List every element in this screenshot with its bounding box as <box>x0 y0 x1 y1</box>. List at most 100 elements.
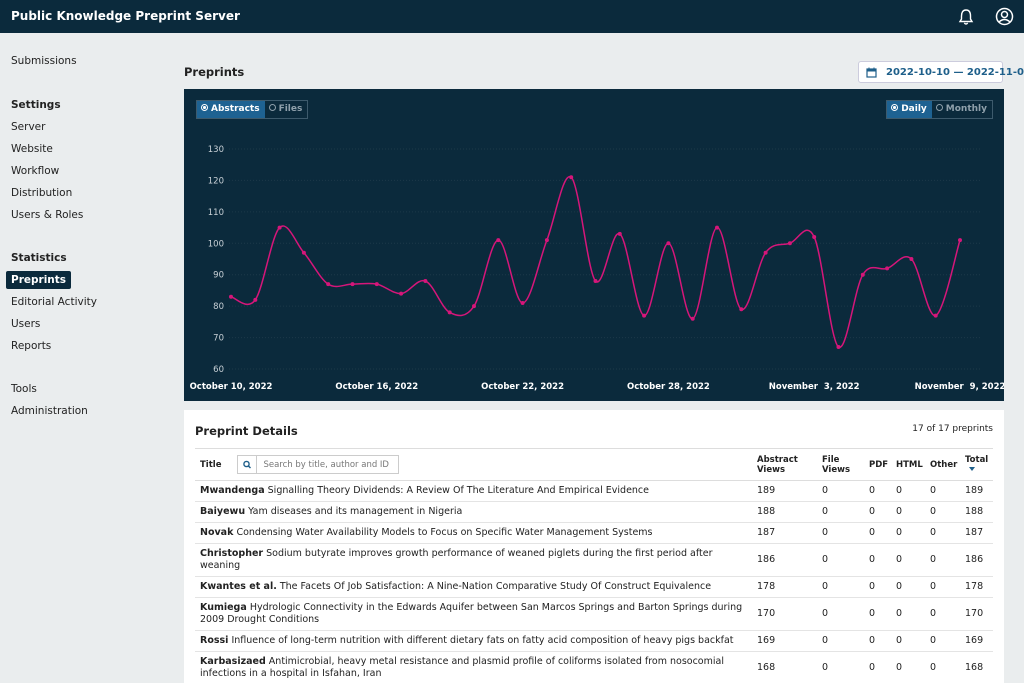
point <box>472 304 476 309</box>
count-cell: 0 <box>817 522 864 544</box>
table-row[interactable]: Mwandenga Signalling Theory Dividends: A… <box>195 480 993 502</box>
table-row[interactable]: Baiyewu Yam diseases and its management … <box>195 501 993 523</box>
details-panel: Preprint Details 17 of 17 preprints Titl… <box>184 410 1004 683</box>
nav-link[interactable]: Administration <box>11 405 88 417</box>
nav-link[interactable]: Users & Roles <box>11 209 84 221</box>
point <box>860 272 865 277</box>
search-icon <box>238 456 258 473</box>
count-cell: 188 <box>752 501 817 523</box>
preprint-title[interactable]: The Facets Of Job Satisfaction: A Nine-N… <box>279 581 712 592</box>
search-box[interactable]: Search by title, author and ID <box>237 455 400 474</box>
table-row[interactable]: Rossi Influence of long-term nutrition w… <box>195 630 993 652</box>
toggle-option[interactable]: Monthly <box>932 101 992 118</box>
nav-link[interactable]: Editorial Activity <box>11 296 97 308</box>
table-row[interactable]: Christopher Sodium butyrate improves gro… <box>195 543 993 577</box>
calendar-icon <box>866 67 877 78</box>
nav-link[interactable]: Users <box>11 318 41 330</box>
table-row[interactable]: Karbasizaed Antimicrobial, heavy metal r… <box>195 651 993 683</box>
point <box>666 241 671 246</box>
count-cell: 0 <box>925 576 960 598</box>
nav-heading: Statistics <box>11 252 67 264</box>
point <box>496 238 501 243</box>
count-cell: 189 <box>752 480 817 502</box>
notifications-icon[interactable] <box>957 8 975 26</box>
column-label: Other <box>930 459 958 470</box>
count-cell: 0 <box>925 651 960 683</box>
x-tick-label: October 16, 2022 <box>335 382 418 392</box>
preprint-title[interactable]: Condensing Water Availability Models to … <box>236 527 653 538</box>
page-title: Preprints <box>184 65 245 79</box>
nav-link[interactable]: Workflow <box>11 165 60 177</box>
preprint-title[interactable]: Hydrologic Connectivity in the Edwards A… <box>200 602 743 625</box>
preprint-title[interactable]: Yam diseases and its management in Niger… <box>248 506 463 517</box>
point <box>399 291 404 296</box>
count-cell: 0 <box>925 522 960 544</box>
nav-link[interactable]: Tools <box>11 383 37 395</box>
nav-link[interactable]: Submissions <box>11 55 77 67</box>
count-cell: 0 <box>817 597 864 631</box>
table-row[interactable]: Novak Condensing Water Availability Mode… <box>195 522 993 544</box>
count-cell: 0 <box>864 651 891 683</box>
title-cell: Kumiega Hydrologic Connectivity in the E… <box>195 597 752 631</box>
count-cell: 178 <box>752 576 817 598</box>
column-label: Total <box>965 455 988 475</box>
y-tick-label: 80 <box>213 302 224 312</box>
point <box>933 313 938 318</box>
y-tick-label: 130 <box>208 145 224 155</box>
toggle-option[interactable]: Daily <box>887 101 932 118</box>
point <box>374 282 379 287</box>
column-header: Abstract Views <box>752 448 817 481</box>
preprint-title[interactable]: Influence of long-term nutrition with di… <box>231 635 734 646</box>
count-cell: 186 <box>960 543 993 577</box>
title-cell: Novak Condensing Water Availability Mode… <box>195 522 752 544</box>
table-row[interactable]: Kwantes et al. The Facets Of Job Satisfa… <box>195 576 993 598</box>
point <box>958 238 962 243</box>
author: Karbasizaed <box>200 656 266 667</box>
nav-link[interactable]: Distribution <box>11 187 73 199</box>
nav-link[interactable]: Preprints <box>6 271 72 289</box>
count-cell: 0 <box>891 651 925 683</box>
y-tick-label: 90 <box>213 271 224 281</box>
preprint-title[interactable]: Antimicrobial, heavy metal resistance an… <box>200 656 724 679</box>
preprint-title[interactable]: Sodium butyrate improves growth performa… <box>200 548 713 571</box>
user-icon[interactable] <box>995 7 1014 26</box>
top-bar: Public Knowledge Preprint Server <box>0 0 1024 33</box>
nav-link[interactable]: Website <box>11 143 53 155</box>
site-title[interactable]: Public Knowledge Preprint Server <box>11 9 240 23</box>
point <box>569 175 574 180</box>
count-cell: 0 <box>817 501 864 523</box>
x-tick-label: October 22, 2022 <box>481 382 564 392</box>
column-header[interactable]: Total <box>960 448 993 481</box>
count-cell: 186 <box>752 543 817 577</box>
title-cell: Christopher Sodium butyrate improves gro… <box>195 543 752 577</box>
chart: 60 70 80 90 100 110 120 130 October 10, 2022 Octo… <box>190 145 1006 392</box>
nav-link[interactable]: Server <box>11 121 46 133</box>
author: Kumiega <box>200 602 247 613</box>
count-cell: 0 <box>864 597 891 631</box>
point <box>715 225 719 230</box>
toggle-option[interactable]: Files <box>265 101 308 118</box>
point <box>326 282 331 287</box>
count-cell: 0 <box>891 630 925 652</box>
point <box>544 238 549 243</box>
nav-heading: Settings <box>11 99 61 111</box>
toggle-option[interactable]: Abstracts <box>197 101 265 118</box>
point <box>423 279 428 283</box>
nav-link[interactable]: Reports <box>11 340 52 352</box>
table-row[interactable]: Kumiega Hydrologic Connectivity in the E… <box>195 597 993 631</box>
point <box>739 307 744 312</box>
point <box>787 241 792 246</box>
point <box>642 313 647 318</box>
metric-toggle: Abstracts Files <box>196 100 309 119</box>
x-tick-label: October 28, 2022 <box>627 382 710 392</box>
count-cell: 0 <box>817 543 864 577</box>
count-cell: 168 <box>752 651 817 683</box>
date-range-button[interactable]: 2022-10-10 — 2022-11-09 <box>858 61 1024 83</box>
point <box>836 345 841 349</box>
header-row: Title Search by title, author and ID Abstr… <box>195 448 993 481</box>
count-cell: 0 <box>891 543 925 577</box>
author: Baiyewu <box>200 506 246 517</box>
column-label: File Views <box>822 454 851 475</box>
preprint-title[interactable]: Signalling Theory Dividends: A Review Of… <box>267 485 650 496</box>
